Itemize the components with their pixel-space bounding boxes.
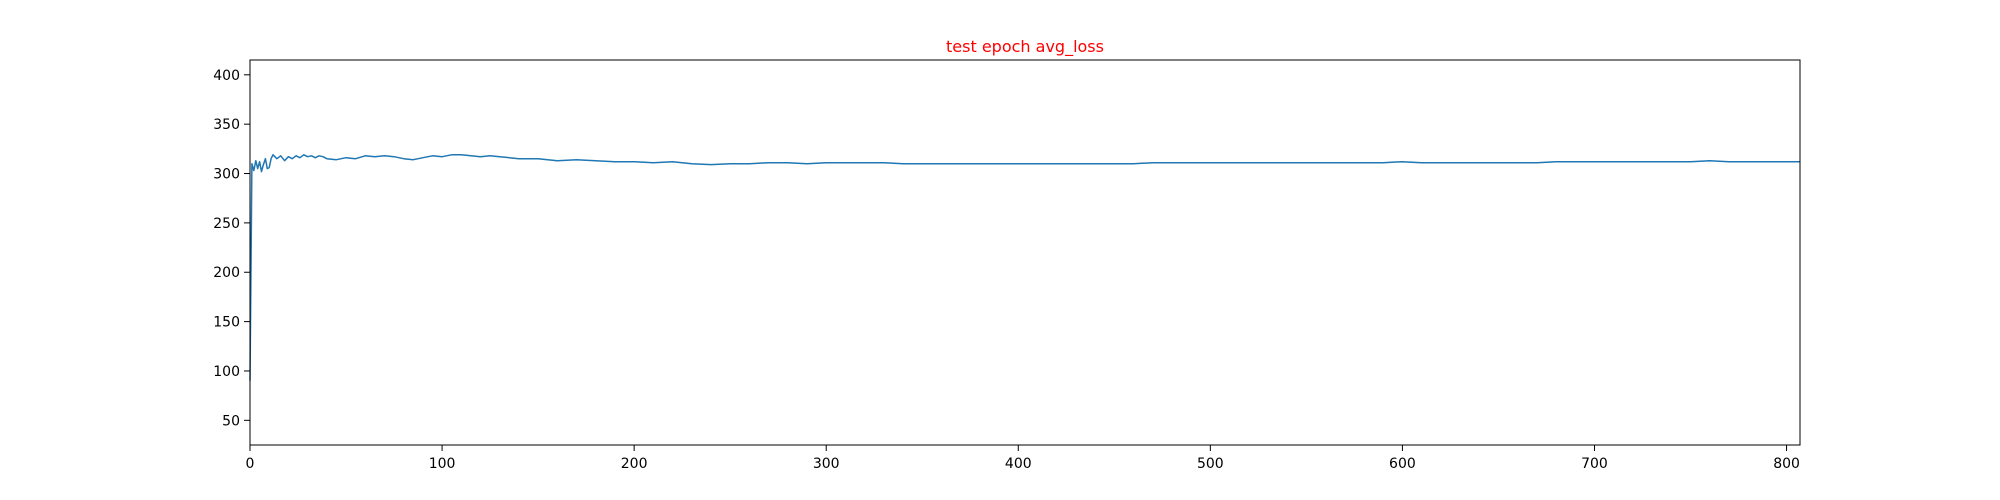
x-tick-label: 600	[1389, 456, 1416, 472]
y-axis-ticks: 50 100 150 200 250 300 350 400	[213, 68, 250, 429]
x-tick-label: 200	[621, 456, 648, 472]
y-tick-label: 300	[213, 167, 240, 183]
x-tick-label: 100	[429, 456, 456, 472]
y-tick-label: 400	[213, 68, 240, 84]
x-tick-label: 0	[246, 456, 255, 472]
plot-area-frame	[249, 59, 1801, 446]
y-tick-label: 150	[213, 315, 240, 331]
x-tick-label: 400	[1005, 456, 1032, 472]
x-tick-label: 800	[1773, 456, 1800, 472]
x-tick-label: 700	[1581, 456, 1608, 472]
y-tick-label: 50	[222, 413, 240, 429]
y-tick-label: 350	[213, 117, 240, 133]
series-line	[249, 154, 1800, 381]
y-tick-label: 200	[213, 265, 240, 281]
y-tick-label: 250	[213, 216, 240, 232]
x-axis-ticks: 0 100 200 300 400 500 600 700 800	[246, 445, 1800, 472]
x-tick-label: 300	[813, 456, 840, 472]
x-tick-label: 500	[1197, 456, 1224, 472]
y-tick-label: 100	[213, 364, 240, 380]
chart-title: test epoch avg_loss	[946, 37, 1104, 57]
